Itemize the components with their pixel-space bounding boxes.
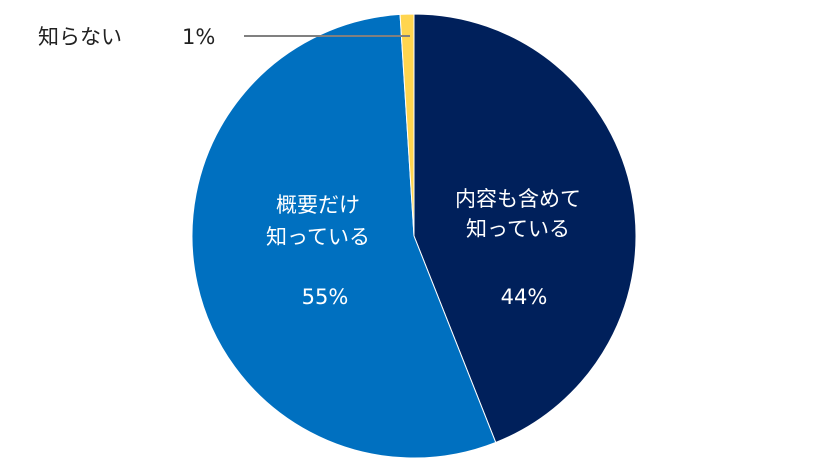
slice-value-label-1: 55% [302, 285, 349, 309]
slice-label-line-0-1: 知っている [466, 217, 570, 241]
slice-label-line-1-0: 概要だけ [276, 193, 360, 217]
slice-label-line-2-0: 知らない [38, 25, 122, 49]
slice-value-label-0: 44% [501, 285, 548, 309]
pie-slice-2 [399, 13, 415, 237]
slice-label-line-0-0: 内容も含めて [455, 187, 581, 211]
pie-slice-0 [413, 13, 637, 444]
pie-slice-1 [191, 13, 497, 459]
slice-label-line-1-1: 知っている [266, 225, 370, 249]
slice-value-label-2: 1% [182, 25, 215, 49]
